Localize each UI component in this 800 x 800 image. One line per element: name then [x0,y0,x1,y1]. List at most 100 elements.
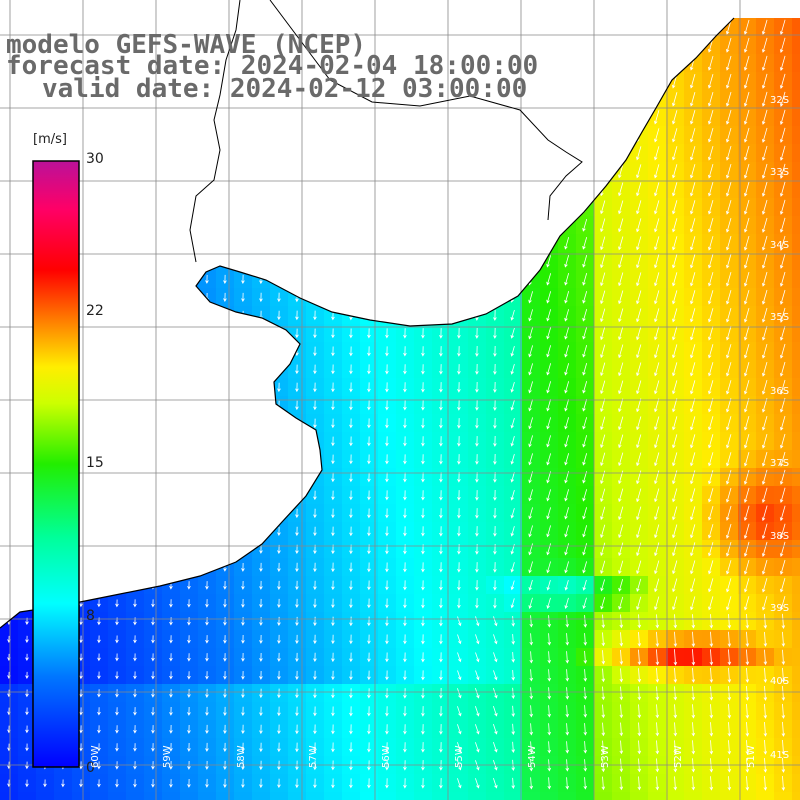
wind-cell [738,522,757,541]
wind-cell [702,414,721,433]
lon-label-52w: 52W [673,745,684,768]
wind-cell [522,486,541,505]
wind-arrow-icon [259,634,263,644]
wind-arrow-icon [618,398,624,413]
wind-cell [468,324,487,343]
wind-arrow-icon [223,706,227,716]
wind-arrow-icon [475,634,480,645]
wind-cell [756,432,775,451]
wind-cell [504,738,523,757]
wind-cell [630,198,649,217]
wind-cell [306,666,325,685]
wind-arrow-icon [475,400,479,411]
wind-cell [756,360,775,379]
wind-arrow-icon [241,742,245,753]
wind-arrow-icon [295,670,299,680]
wind-arrow-icon [385,616,389,627]
wind-cell [324,342,343,361]
wind-arrow-icon [169,671,173,680]
wind-arrow-icon [421,508,425,519]
wind-arrow-icon [295,580,299,591]
wind-arrow-icon [385,580,389,591]
wind-arrow-icon [673,631,678,648]
wind-arrow-icon [295,382,299,393]
wind-cell [558,630,577,649]
wind-cell [288,774,307,793]
wind-cell [612,234,631,253]
wind-cell [738,324,757,343]
wind-cell [342,630,361,649]
wind-cell [18,792,37,800]
wind-cell [198,738,217,757]
wind-arrow-icon [763,703,768,719]
wind-cell [522,702,541,721]
wind-arrow-icon [493,363,497,375]
wind-arrow-icon [385,670,389,681]
wind-arrow-icon [743,362,750,377]
wind-cell [486,792,505,800]
wind-cell [738,666,757,685]
wind-arrow-icon [349,382,353,393]
wind-arrow-icon [582,309,588,322]
wind-cell [774,342,793,361]
wind-cell [252,774,271,793]
wind-arrow-icon [779,415,786,431]
wind-cell [756,576,775,595]
wind-arrow-icon [61,779,65,788]
colorbar-tick-22: 22 [86,303,104,319]
wind-cell [396,612,415,631]
wind-cell [738,720,757,739]
wind-cell [720,252,739,271]
wind-arrow-icon [564,309,570,322]
wind-cell [684,486,703,505]
wind-cell [540,756,559,775]
wind-arrow-icon [403,670,407,681]
wind-cell [558,684,577,703]
wind-arrow-icon [421,346,425,357]
wind-cell [36,774,55,793]
wind-arrow-icon [493,562,497,573]
wind-cell [144,630,163,649]
wind-arrow-icon [421,562,425,573]
wind-cell [702,306,721,325]
wind-arrow-icon [779,343,786,359]
wind-arrow-icon [743,235,750,251]
wind-cell [522,504,541,523]
wind-cell [180,756,199,775]
wind-arrow-icon [493,399,497,411]
wind-arrow-icon [79,707,83,716]
wind-cell [126,648,145,667]
wind-cell [738,378,757,397]
wind-cell [432,594,451,613]
wind-arrow-icon [546,345,552,358]
wind-arrow-icon [529,777,534,790]
wind-arrow-icon [457,652,462,663]
wind-arrow-icon [707,109,714,125]
wind-arrow-icon [528,381,534,394]
wind-cell [594,774,613,793]
wind-arrow-icon [151,725,155,734]
wind-arrow-icon [510,418,515,429]
wind-cell [288,396,307,415]
wind-arrow-icon [367,436,371,447]
wind-arrow-icon [115,779,119,788]
wind-cell [342,414,361,433]
wind-arrow-icon [349,616,353,627]
wind-cell [720,432,739,451]
wind-arrow-icon [97,653,101,662]
wind-arrow-icon [761,433,768,449]
wind-arrow-icon [779,433,786,449]
wind-cell [792,198,800,217]
wind-arrow-icon [313,562,317,573]
wind-arrow-icon [457,346,461,357]
wind-arrow-icon [151,635,155,644]
wind-arrow-icon [169,617,173,626]
wind-cell [630,522,649,541]
wind-cell [666,324,685,343]
wind-arrow-icon [690,236,696,251]
wind-cell [360,522,379,541]
wind-cell [756,774,775,793]
wind-arrow-icon [385,562,389,573]
wind-arrow-icon [241,671,245,680]
wind-cell [720,36,739,55]
